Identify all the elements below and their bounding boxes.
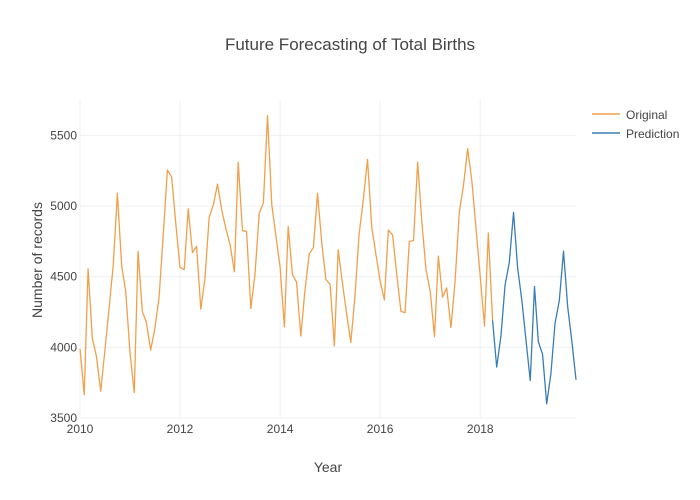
y-tick-label: 4500 <box>50 270 77 284</box>
y-axis-label: Number of records <box>29 202 45 318</box>
axis-ticks: 3500 4000 4500 5000 5500 2010 2012 2014 2016 2018 <box>50 128 494 436</box>
legend-label-original: Original <box>626 108 667 122</box>
y-tick-label: 3500 <box>50 411 77 425</box>
x-axis-label: Year <box>314 459 343 475</box>
x-tick-label: 2012 <box>167 422 194 436</box>
series-line-prediction <box>491 211 577 405</box>
x-tick-label: 2014 <box>267 422 294 436</box>
legend[interactable]: Original Prediction <box>592 108 679 141</box>
series-line-original <box>79 114 494 396</box>
grid <box>79 100 576 419</box>
legend-item-prediction[interactable]: Prediction <box>592 127 679 141</box>
chart-title: Future Forecasting of Total Births <box>225 35 475 54</box>
x-tick-label: 2010 <box>67 422 94 436</box>
y-tick-label: 4000 <box>50 340 77 354</box>
x-tick-label: 2018 <box>467 422 494 436</box>
series-layer <box>79 114 577 405</box>
legend-item-original[interactable]: Original <box>592 108 667 122</box>
y-tick-label: 5000 <box>50 199 77 213</box>
legend-label-prediction: Prediction <box>626 127 679 141</box>
y-tick-label: 5500 <box>50 128 77 142</box>
x-tick-label: 2016 <box>367 422 394 436</box>
